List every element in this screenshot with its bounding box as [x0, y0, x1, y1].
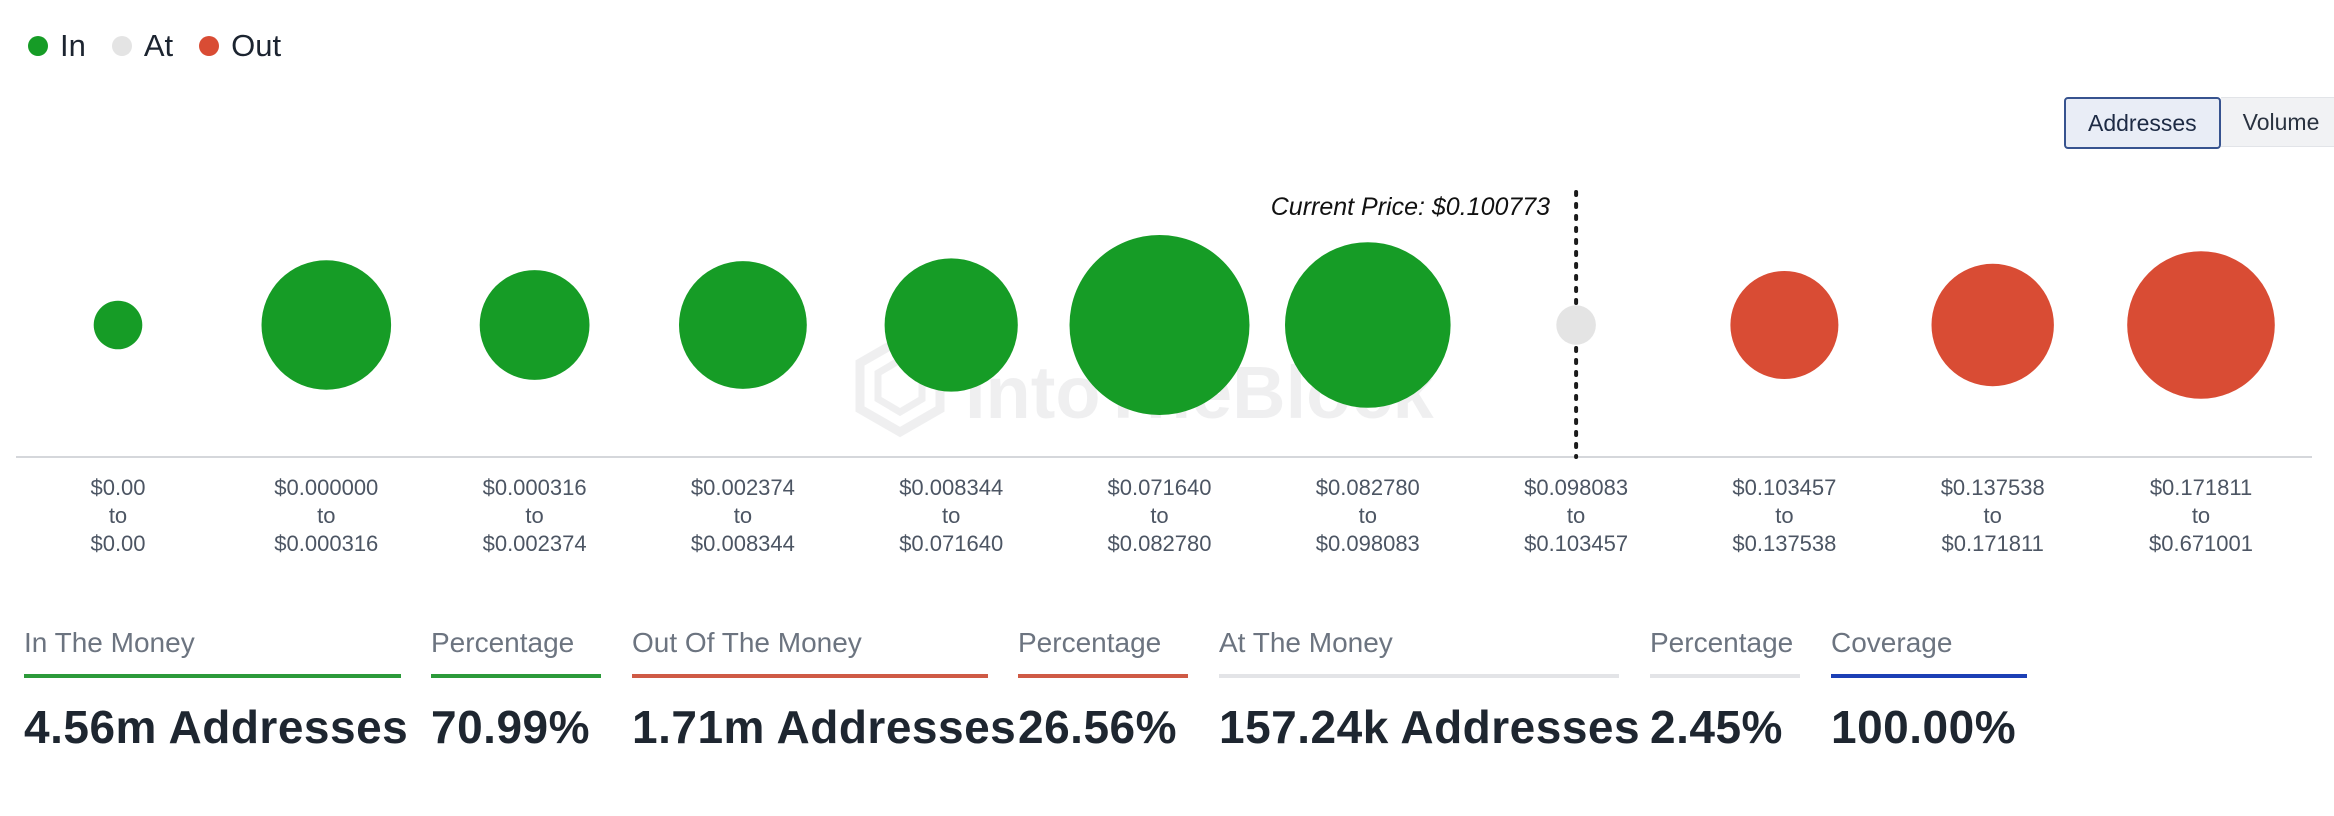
legend-label-out: Out: [231, 28, 282, 63]
bubble-3[interactable]: [479, 270, 590, 380]
bubble-chart: IntoTheBlock Current Price: $0.100773 $0…: [16, 190, 2312, 556]
bubble-7[interactable]: [1285, 242, 1451, 408]
x-tick-labels: $0.00 to $0.00 $0.000000 to $0.000316 $0.00031…: [90, 475, 2253, 556]
x-tick-label-2: $0.000000 to $0.000316: [274, 475, 378, 556]
bubbles-layer: [93, 235, 2275, 415]
stat-underline: [1831, 674, 2027, 678]
bubble-10[interactable]: [1931, 263, 2054, 387]
chart-legend: In At Out: [28, 28, 281, 64]
stat-4: Percentage 26.56%: [1018, 625, 1188, 754]
bubble-6[interactable]: [1069, 235, 1250, 415]
bubble-2[interactable]: [261, 260, 392, 390]
volume-toggle-button[interactable]: Volume: [2220, 97, 2334, 147]
legend-item-in[interactable]: In: [28, 28, 86, 64]
legend-item-out[interactable]: Out: [199, 28, 281, 64]
stat-label: Percentage: [1650, 627, 1794, 658]
stat-6: Percentage 2.45%: [1650, 625, 1800, 754]
stat-label: Out Of The Money: [632, 627, 862, 658]
stat-value: 100.00%: [1831, 701, 2017, 753]
stat-label: Coverage: [1831, 627, 1953, 658]
x-tick-label-6: $0.071640 to $0.082780: [1108, 475, 1212, 556]
stat-value: 157.24k Addresses: [1219, 701, 1641, 753]
legend-dot-in: [28, 36, 48, 56]
x-tick-label-9: $0.103457 to $0.137538: [1732, 475, 1836, 556]
addresses-toggle-button[interactable]: Addresses: [2064, 97, 2221, 149]
x-tick-label-1: $0.00 to $0.00: [90, 475, 145, 556]
stat-label: At The Money: [1219, 627, 1393, 658]
bubble-9[interactable]: [1730, 271, 1839, 379]
bubble-8[interactable]: [1556, 305, 1596, 345]
stat-underline: [1650, 674, 1800, 678]
x-tick-label-4: $0.002374 to $0.008344: [691, 475, 795, 556]
x-tick-label-11: $0.171811 to $0.671001: [2149, 475, 2253, 556]
stat-3: Out Of The Money 1.71m Addresses: [632, 625, 1017, 754]
x-tick-label-5: $0.008344 to $0.071640: [899, 475, 1003, 556]
stat-underline: [1219, 674, 1619, 678]
stat-label: Percentage: [431, 627, 575, 658]
stat-underline: [632, 674, 988, 678]
legend-item-at[interactable]: At: [111, 28, 174, 64]
stat-value: 26.56%: [1018, 701, 1178, 753]
stat-2: Percentage 70.99%: [431, 625, 601, 754]
x-tick-label-10: $0.137538 to $0.171811: [1941, 475, 2045, 556]
stat-value: 2.45%: [1650, 701, 1783, 753]
metric-toggle: Addresses Volume: [2064, 97, 2334, 149]
bubble-5[interactable]: [884, 258, 1018, 392]
stat-value: 70.99%: [431, 701, 591, 753]
x-tick-label-8: $0.098083 to $0.103457: [1524, 475, 1628, 556]
x-tick-label-7: $0.082780 to $0.098083: [1316, 475, 1420, 556]
stat-5: At The Money 157.24k Addresses: [1219, 625, 1641, 754]
bubble-1[interactable]: [93, 300, 143, 350]
bubble-4[interactable]: [679, 261, 807, 389]
stat-label: Percentage: [1018, 627, 1162, 658]
current-price-label: Current Price: $0.100773: [1271, 193, 1550, 221]
stat-value: 1.71m Addresses: [632, 701, 1017, 753]
stat-underline: [431, 674, 601, 678]
stat-underline: [1018, 674, 1188, 678]
legend-dot-at: [111, 36, 132, 56]
legend-label-at: At: [143, 28, 174, 63]
x-tick-label-3: $0.000316 to $0.002374: [483, 475, 587, 556]
stat-7: Coverage 100.00%: [1831, 625, 2027, 754]
stat-underline: [24, 674, 401, 678]
legend-label-in: In: [60, 28, 86, 63]
stat-value: 4.56m Addresses: [24, 701, 409, 753]
bubble-11[interactable]: [2127, 251, 2275, 399]
stat-1: In The Money 4.56m Addresses: [24, 625, 409, 754]
stat-label: In The Money: [24, 627, 195, 658]
legend-dot-out: [199, 36, 220, 56]
